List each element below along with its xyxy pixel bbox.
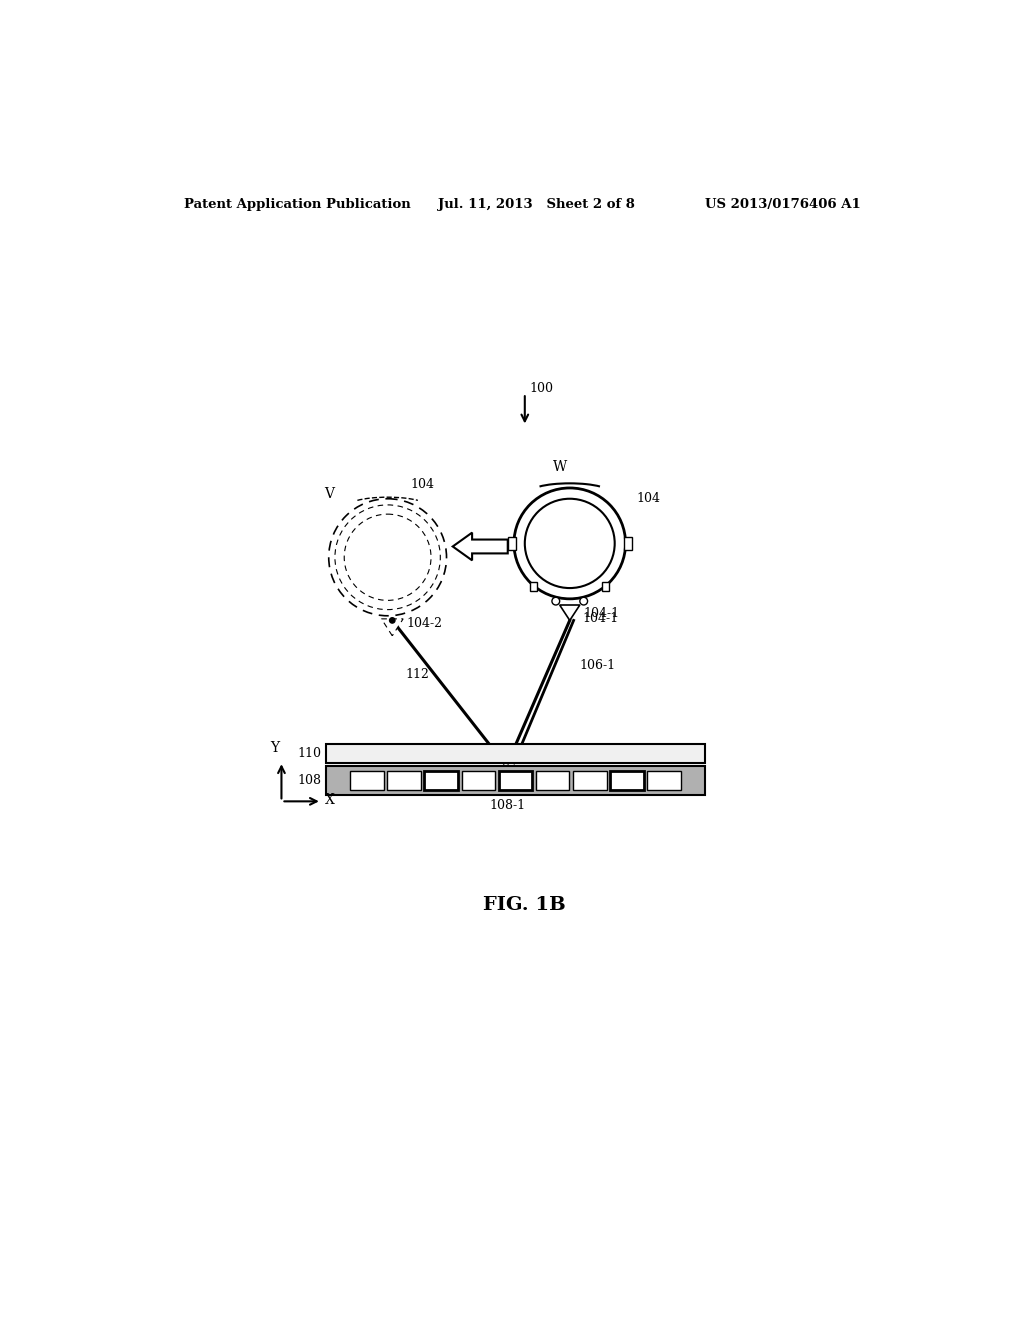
Bar xyxy=(462,771,496,789)
Text: 104-2: 104-2 xyxy=(407,616,442,630)
Bar xyxy=(536,771,569,789)
Polygon shape xyxy=(381,619,403,636)
Bar xyxy=(572,771,606,789)
Text: FIG. 1B: FIG. 1B xyxy=(483,896,566,915)
Text: V: V xyxy=(324,487,334,502)
Bar xyxy=(499,771,532,789)
Text: 104: 104 xyxy=(636,492,660,504)
Text: 100: 100 xyxy=(529,381,553,395)
Text: W: W xyxy=(553,461,567,474)
Polygon shape xyxy=(560,605,580,620)
Bar xyxy=(425,771,459,789)
Bar xyxy=(609,771,643,789)
Circle shape xyxy=(524,499,614,589)
Bar xyxy=(326,766,706,795)
Text: Patent Application Publication: Patent Application Publication xyxy=(183,198,411,211)
Circle shape xyxy=(389,618,395,623)
Bar xyxy=(624,537,632,549)
Text: 104-1: 104-1 xyxy=(583,612,618,624)
Circle shape xyxy=(344,513,431,601)
Text: 104-1: 104-1 xyxy=(584,607,620,620)
Bar xyxy=(326,743,706,763)
Circle shape xyxy=(580,597,588,605)
Bar xyxy=(530,582,537,591)
Text: X: X xyxy=(325,793,335,808)
FancyArrow shape xyxy=(453,533,508,560)
Text: 108: 108 xyxy=(297,774,321,787)
Text: Y: Y xyxy=(270,741,280,755)
Text: 106-1: 106-1 xyxy=(580,659,616,672)
Circle shape xyxy=(552,597,560,605)
Bar xyxy=(350,771,384,789)
Text: Jul. 11, 2013   Sheet 2 of 8: Jul. 11, 2013 Sheet 2 of 8 xyxy=(438,198,635,211)
Bar xyxy=(508,537,515,549)
Text: 110: 110 xyxy=(297,747,321,760)
Bar xyxy=(646,771,681,789)
Text: 108-1: 108-1 xyxy=(489,799,525,812)
Bar xyxy=(387,771,422,789)
Bar xyxy=(602,582,609,591)
Text: 112: 112 xyxy=(406,668,429,681)
Text: 104: 104 xyxy=(411,478,435,491)
Text: US 2013/0176406 A1: US 2013/0176406 A1 xyxy=(706,198,861,211)
